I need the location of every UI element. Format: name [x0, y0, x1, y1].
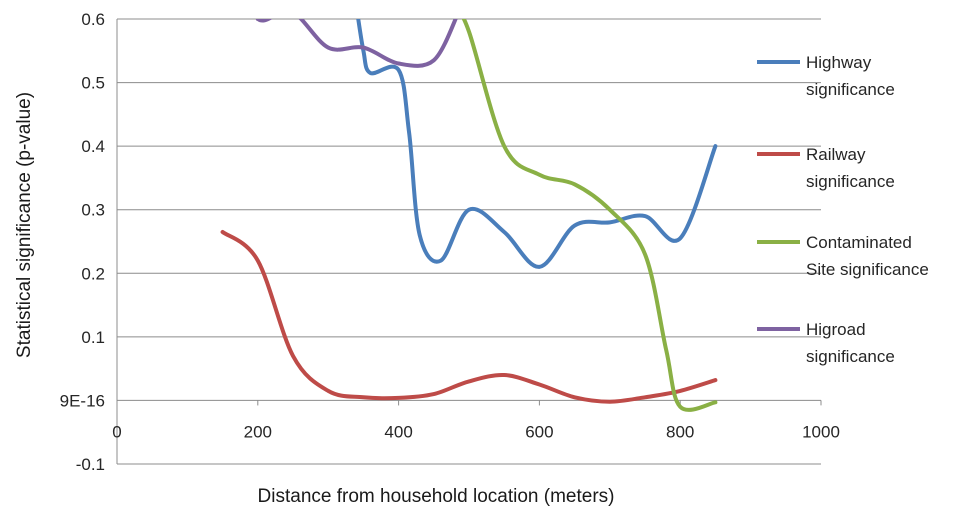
series-line-highway-significance — [356, 19, 718, 269]
x-tick-label: 800 — [666, 422, 694, 441]
y-tick-label: 0.6 — [81, 10, 105, 29]
tick-labels: -0.1 9E-16 0.1 0.2 0.3 0.4 0.5 0.6 0 200 400 600 800… — [60, 10, 840, 474]
y-tick-label: 9E-16 — [60, 391, 105, 410]
x-tick-label: 200 — [244, 422, 272, 441]
series-line-higroad-significance — [255, 19, 458, 68]
legend-label: Contaminated — [806, 233, 912, 252]
legend-label: significance — [806, 172, 895, 191]
y-tick-label: 0.4 — [81, 137, 105, 156]
series-line-contaminated-site-significance — [461, 19, 718, 412]
legend-label: Higroad — [806, 320, 866, 339]
y-tick-label: -0.1 — [76, 455, 105, 474]
y-tick-label: 0.5 — [81, 74, 105, 93]
x-axis-title: Distance from household location (meters… — [258, 486, 615, 507]
x-tick-label: 1000 — [802, 422, 840, 441]
legend-label: Site significance — [806, 260, 929, 279]
gridlines — [117, 18, 821, 465]
legend-label: significance — [806, 347, 895, 366]
legend-label: Highway — [806, 53, 872, 72]
series-line-railway-significance — [220, 230, 718, 404]
y-tick-label: 0.2 — [81, 264, 105, 283]
y-tick-label: 0.1 — [81, 328, 105, 347]
x-tick-label: 600 — [525, 422, 553, 441]
legend: Highway significance Railway significance Co… — [757, 53, 929, 366]
y-tick-label: 0.3 — [81, 201, 105, 220]
legend-label: significance — [806, 80, 895, 99]
series-group — [220, 19, 718, 412]
legend-label: Railway — [806, 145, 866, 164]
axes — [116, 19, 822, 464]
y-axis-title: Statistical significance (p-value) — [14, 92, 35, 358]
x-tick-label: 400 — [384, 422, 412, 441]
x-tick-label: 0 — [112, 422, 121, 441]
